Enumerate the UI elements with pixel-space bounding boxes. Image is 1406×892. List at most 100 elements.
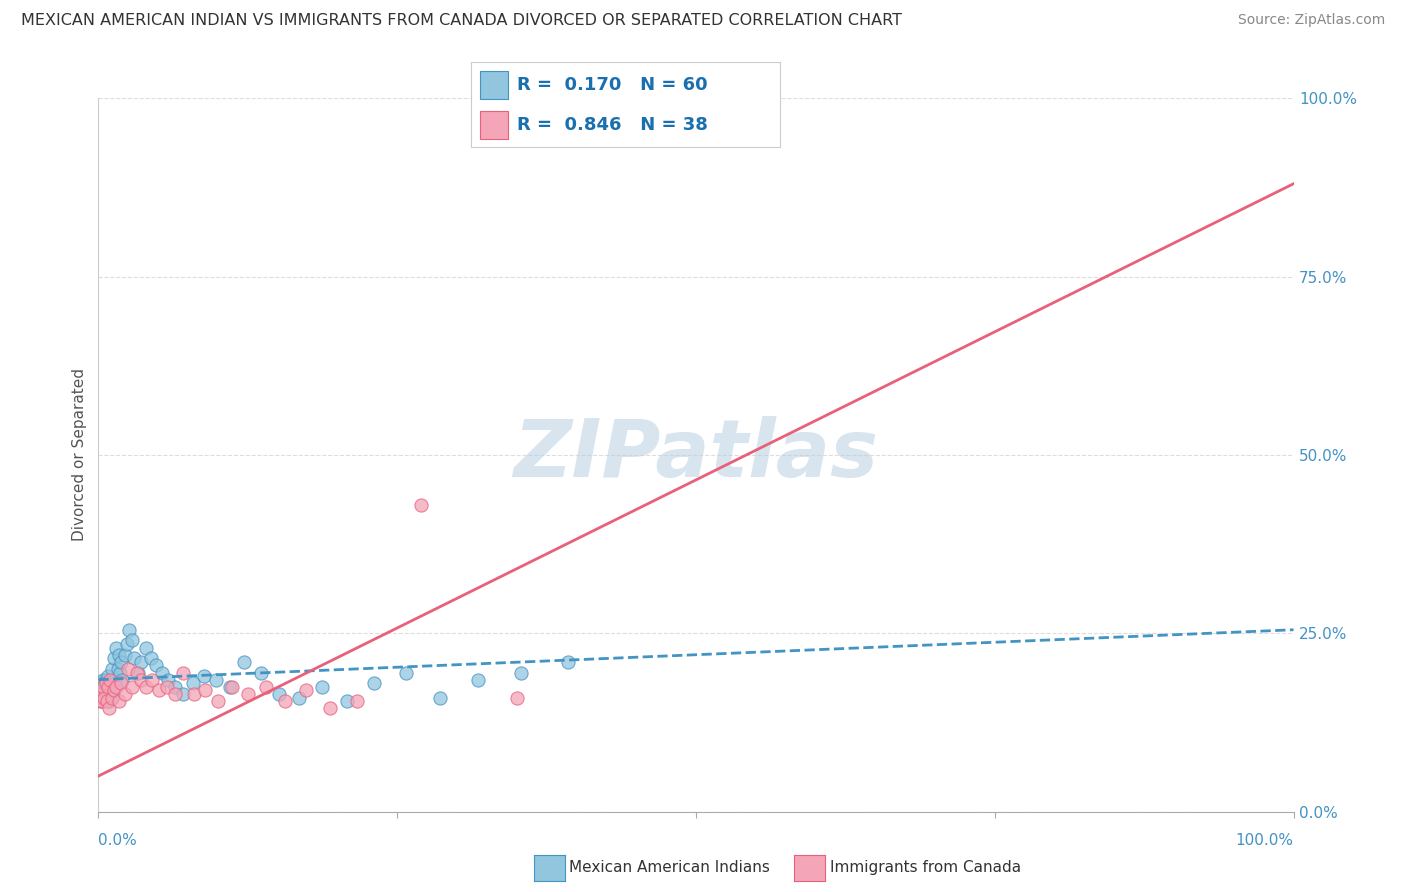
Point xyxy=(100,662,122,676)
Point xyxy=(91,694,114,708)
Point xyxy=(96,687,118,701)
Point xyxy=(96,680,118,694)
Point xyxy=(103,651,125,665)
Point xyxy=(117,662,139,676)
Point xyxy=(108,665,131,680)
Point xyxy=(274,694,297,708)
Text: MEXICAN AMERICAN INDIAN VS IMMIGRANTS FROM CANADA DIVORCED OR SEPARATED CORRELAT: MEXICAN AMERICAN INDIAN VS IMMIGRANTS FR… xyxy=(21,13,903,29)
Point xyxy=(107,694,129,708)
Point xyxy=(125,665,148,680)
Point xyxy=(97,680,120,694)
Point xyxy=(115,637,138,651)
Point xyxy=(93,690,115,705)
Point xyxy=(295,683,318,698)
Point xyxy=(98,694,121,708)
Point xyxy=(98,676,121,690)
Point xyxy=(233,655,256,669)
Point xyxy=(250,665,273,680)
Point xyxy=(96,694,118,708)
Point xyxy=(336,694,359,708)
FancyBboxPatch shape xyxy=(481,111,508,139)
Point xyxy=(156,673,179,687)
Text: R =  0.170   N = 60: R = 0.170 N = 60 xyxy=(517,76,709,94)
Point xyxy=(510,665,533,680)
Point xyxy=(145,658,167,673)
Point xyxy=(121,633,143,648)
Point xyxy=(103,683,125,698)
Point xyxy=(98,680,122,694)
Point xyxy=(97,690,120,705)
Point xyxy=(288,690,311,705)
Text: Source: ZipAtlas.com: Source: ZipAtlas.com xyxy=(1237,13,1385,28)
Point xyxy=(221,680,243,694)
Text: 100.0%: 100.0% xyxy=(1236,833,1294,848)
Point xyxy=(98,673,122,687)
Point xyxy=(411,498,433,512)
Point xyxy=(124,651,146,665)
Point xyxy=(141,673,163,687)
Point xyxy=(127,665,149,680)
Point xyxy=(105,640,128,655)
Text: ZIPatlas: ZIPatlas xyxy=(513,416,879,494)
Point xyxy=(319,701,342,715)
Point xyxy=(163,680,186,694)
Point xyxy=(89,694,111,708)
Point xyxy=(506,690,529,705)
Point xyxy=(172,665,194,680)
Point xyxy=(107,648,129,662)
Point xyxy=(94,694,117,708)
Point xyxy=(111,673,134,687)
Point xyxy=(181,676,204,690)
FancyBboxPatch shape xyxy=(481,71,508,99)
Point xyxy=(91,680,114,694)
Text: R =  0.846   N = 38: R = 0.846 N = 38 xyxy=(517,116,709,134)
Point xyxy=(91,687,114,701)
Point xyxy=(91,673,114,687)
Point xyxy=(89,683,111,698)
Point xyxy=(93,680,115,694)
Point xyxy=(97,669,120,683)
Point xyxy=(114,687,136,701)
Point xyxy=(172,687,194,701)
Point xyxy=(135,640,157,655)
Point xyxy=(219,680,242,694)
Point xyxy=(98,701,121,715)
Point xyxy=(267,687,290,701)
Point xyxy=(110,676,132,690)
Point xyxy=(429,690,451,705)
Point xyxy=(100,690,122,705)
Point xyxy=(467,673,489,687)
Point xyxy=(93,690,115,705)
Point xyxy=(346,694,368,708)
Point xyxy=(114,648,136,662)
Point xyxy=(100,690,122,705)
Point xyxy=(121,680,143,694)
Point xyxy=(139,651,162,665)
Point xyxy=(183,687,205,701)
Point xyxy=(311,680,333,694)
Point xyxy=(91,694,114,708)
Point xyxy=(363,676,385,690)
Point xyxy=(110,655,132,669)
Y-axis label: Divorced or Separated: Divorced or Separated xyxy=(72,368,87,541)
Point xyxy=(91,680,114,694)
Point xyxy=(150,665,173,680)
Point xyxy=(131,655,153,669)
Point xyxy=(105,680,128,694)
Point xyxy=(148,683,170,698)
Point xyxy=(135,680,157,694)
Point xyxy=(394,665,416,680)
Point xyxy=(194,683,217,698)
Point xyxy=(94,676,117,690)
Text: Mexican American Indians: Mexican American Indians xyxy=(569,860,770,874)
Point xyxy=(90,676,112,690)
Point xyxy=(207,694,229,708)
Point xyxy=(204,673,226,687)
Point xyxy=(557,655,579,669)
Point xyxy=(236,687,259,701)
Point xyxy=(104,673,127,687)
Text: Immigrants from Canada: Immigrants from Canada xyxy=(830,860,1021,874)
Point xyxy=(254,680,277,694)
Point xyxy=(90,687,112,701)
Point xyxy=(155,680,177,694)
